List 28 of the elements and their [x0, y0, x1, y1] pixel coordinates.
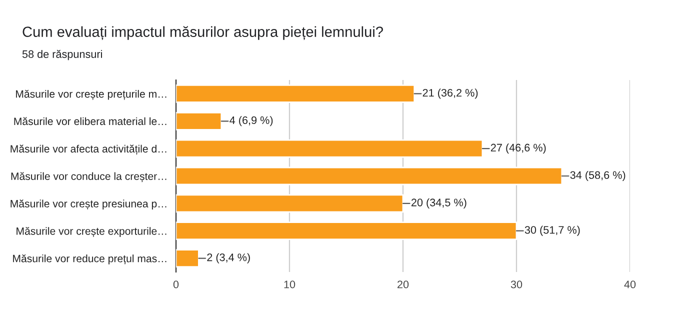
bar [176, 194, 404, 213]
x-tick-label: 0 [173, 280, 179, 288]
data-label: 21 (36,2 %) [422, 88, 478, 99]
y-tick-label: Măsurile vor afecta activitățile d… [10, 144, 166, 155]
data-label: 2 (3,4 %) [207, 253, 250, 264]
y-tick-label: Măsurile vor reduce prețul mas… [13, 254, 166, 264]
data-label: 27 (46,6 %) [490, 144, 546, 154]
chart-title: Cum evaluați impactul măsurilor asupra pieței lemnului? [22, 26, 383, 40]
text: 58 de răspunsuri [22, 50, 102, 60]
y-tick-label: Măsurile vor crește presiunea p… [10, 200, 166, 210]
y-tick-label: Măsurile vor elibera material le… [14, 117, 166, 126]
x-tick-label: 30 [510, 280, 522, 288]
data-label: 30 (51,7 %) [524, 226, 580, 236]
bar [176, 139, 484, 158]
x-tick-label: 10 [284, 280, 296, 288]
data-label: 20 (34,5 %) [411, 198, 466, 208]
data-label: 34 (58,6 %) [570, 170, 626, 182]
bar [176, 112, 222, 130]
bar [176, 84, 416, 103]
y-tick-label: Măsurile vor conduce la creșter… [11, 172, 166, 182]
data-label: 4 (6,9 %) [230, 116, 273, 126]
x-tick-label: 40 [624, 280, 636, 288]
y-tick-label: Măsurile vor crește exporturile… [16, 226, 166, 237]
y-tick-label: Măsurile vor crește prețurile m… [16, 90, 166, 100]
bar [176, 166, 563, 186]
bar [176, 249, 200, 268]
x-tick-label: 20 [398, 280, 409, 288]
bar [176, 222, 518, 240]
